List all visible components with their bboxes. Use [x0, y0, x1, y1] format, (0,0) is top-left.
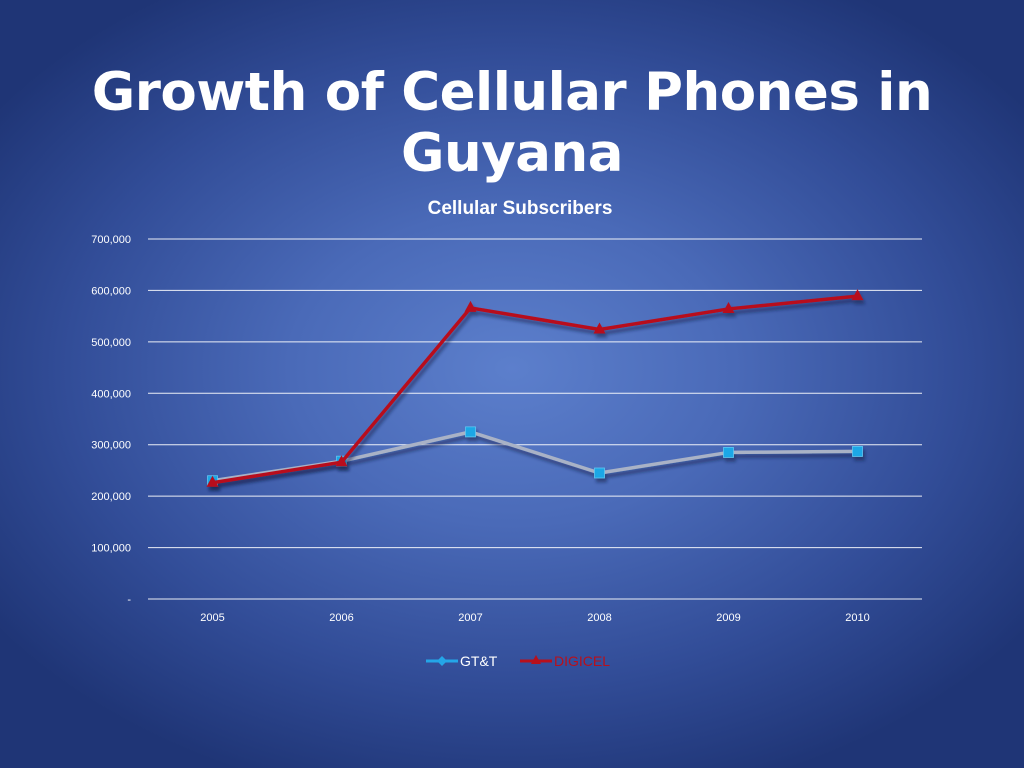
data-point	[852, 445, 863, 457]
y-tick-label: 700,000	[91, 234, 131, 246]
slide-title: Growth of Cellular Phones in Guyana	[91, 62, 933, 184]
legend-item-digicel: DIGICEL	[520, 653, 610, 669]
legend-marker	[437, 656, 447, 666]
series-line	[210, 294, 860, 485]
series-digicel	[206, 289, 864, 487]
data-point	[465, 426, 476, 438]
x-tick-label: 2009	[716, 612, 740, 624]
y-tick-label: 400,000	[91, 388, 131, 400]
x-tick-label: 2007	[458, 612, 482, 624]
series-line	[210, 430, 860, 483]
y-tick-label: 100,000	[91, 543, 131, 555]
series-gt-t	[207, 426, 863, 487]
data-point	[464, 300, 477, 312]
legend-item-gtt: GT&T	[426, 653, 498, 669]
data-point	[723, 447, 734, 458]
data-point	[722, 301, 735, 313]
legend-marker	[531, 655, 541, 664]
data-point	[335, 455, 348, 467]
y-tick-label: 600,000	[91, 285, 131, 297]
x-tick-label: 2010	[845, 612, 869, 624]
chart-gridlines	[148, 238, 922, 600]
x-axis: 2005 2006 2007 2008 2009 2010	[200, 612, 869, 624]
data-point	[594, 467, 605, 479]
chart-title: Cellular Subscribers	[428, 198, 613, 219]
chart-series	[206, 289, 864, 487]
x-tick-label: 2006	[329, 612, 353, 624]
legend-label: DIGICEL	[554, 653, 610, 669]
chart-legend: GT&T DIGICEL	[426, 653, 610, 669]
data-point	[851, 289, 864, 301]
x-tick-label: 2008	[587, 612, 611, 624]
legend-label: GT&T	[460, 653, 498, 669]
y-axis: - 100,000 200,000 300,000 400,000 500,000 600,…	[91, 234, 131, 606]
data-point	[593, 322, 606, 334]
y-tick-label: 500,000	[91, 337, 131, 349]
y-tick-label: -	[127, 594, 131, 606]
x-tick-label: 2005	[200, 612, 224, 624]
data-point	[206, 475, 219, 487]
y-tick-label: 300,000	[91, 440, 131, 452]
y-tick-label: 200,000	[91, 491, 131, 503]
